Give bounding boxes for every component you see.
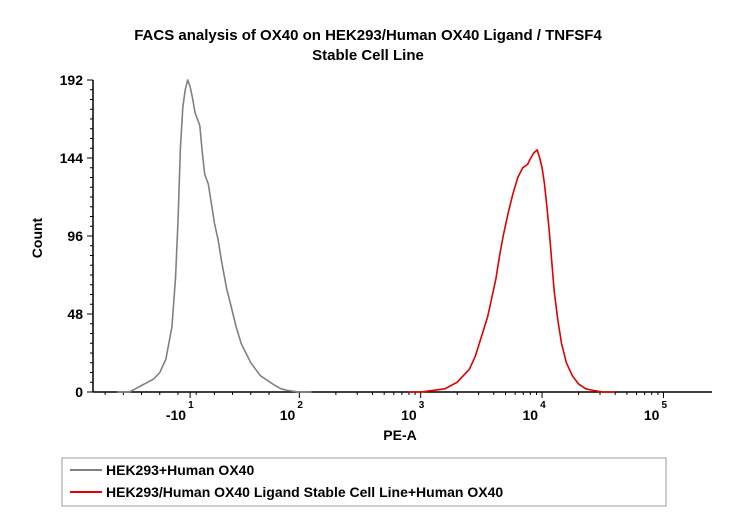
- y-axis-ticks: 0 48 96 144 192: [60, 72, 93, 400]
- y-tick-label: 0: [75, 384, 83, 400]
- y-tick-label: 96: [67, 228, 83, 244]
- y-tick-label: 144: [60, 150, 84, 166]
- x-tick-base: 10: [280, 407, 296, 423]
- legend-label-series-1: HEK293+Human OX40: [106, 462, 254, 478]
- series-line-1: [117, 79, 312, 393]
- x-tick-base: -10: [166, 407, 186, 423]
- x-tick-base: 10: [523, 407, 539, 423]
- legend-label-series-2: HEK293/Human OX40 Ligand Stable Cell Lin…: [106, 484, 503, 500]
- y-axis-label: Count: [29, 217, 45, 258]
- x-tick-label: 103: [401, 400, 425, 423]
- x-tick-exponent: 1: [188, 400, 194, 411]
- legend-box: [61, 457, 667, 507]
- y-tick-label: 192: [60, 72, 84, 88]
- x-tick-base: 10: [644, 407, 660, 423]
- chart-title: FACS analysis of OX40 on HEK293/Human OX…: [134, 27, 602, 44]
- chart-subtitle: Stable Cell Line: [312, 47, 424, 64]
- x-tick-exponent: 2: [297, 400, 303, 411]
- x-tick-label: 104: [523, 400, 547, 423]
- x-axis-label: PE-A: [383, 427, 416, 443]
- y-tick-label: 48: [67, 306, 83, 322]
- x-tick-label: 102: [280, 400, 304, 423]
- x-tick-label: 105: [644, 400, 668, 423]
- plot-area: [117, 79, 615, 393]
- x-tick-exponent: 4: [540, 400, 546, 411]
- x-tick-exponent: 3: [419, 400, 425, 411]
- x-tick-base: 10: [401, 407, 417, 423]
- x-tick-exponent: 5: [661, 400, 667, 411]
- series-line-2: [408, 149, 615, 393]
- x-tick-label: -101: [166, 400, 194, 423]
